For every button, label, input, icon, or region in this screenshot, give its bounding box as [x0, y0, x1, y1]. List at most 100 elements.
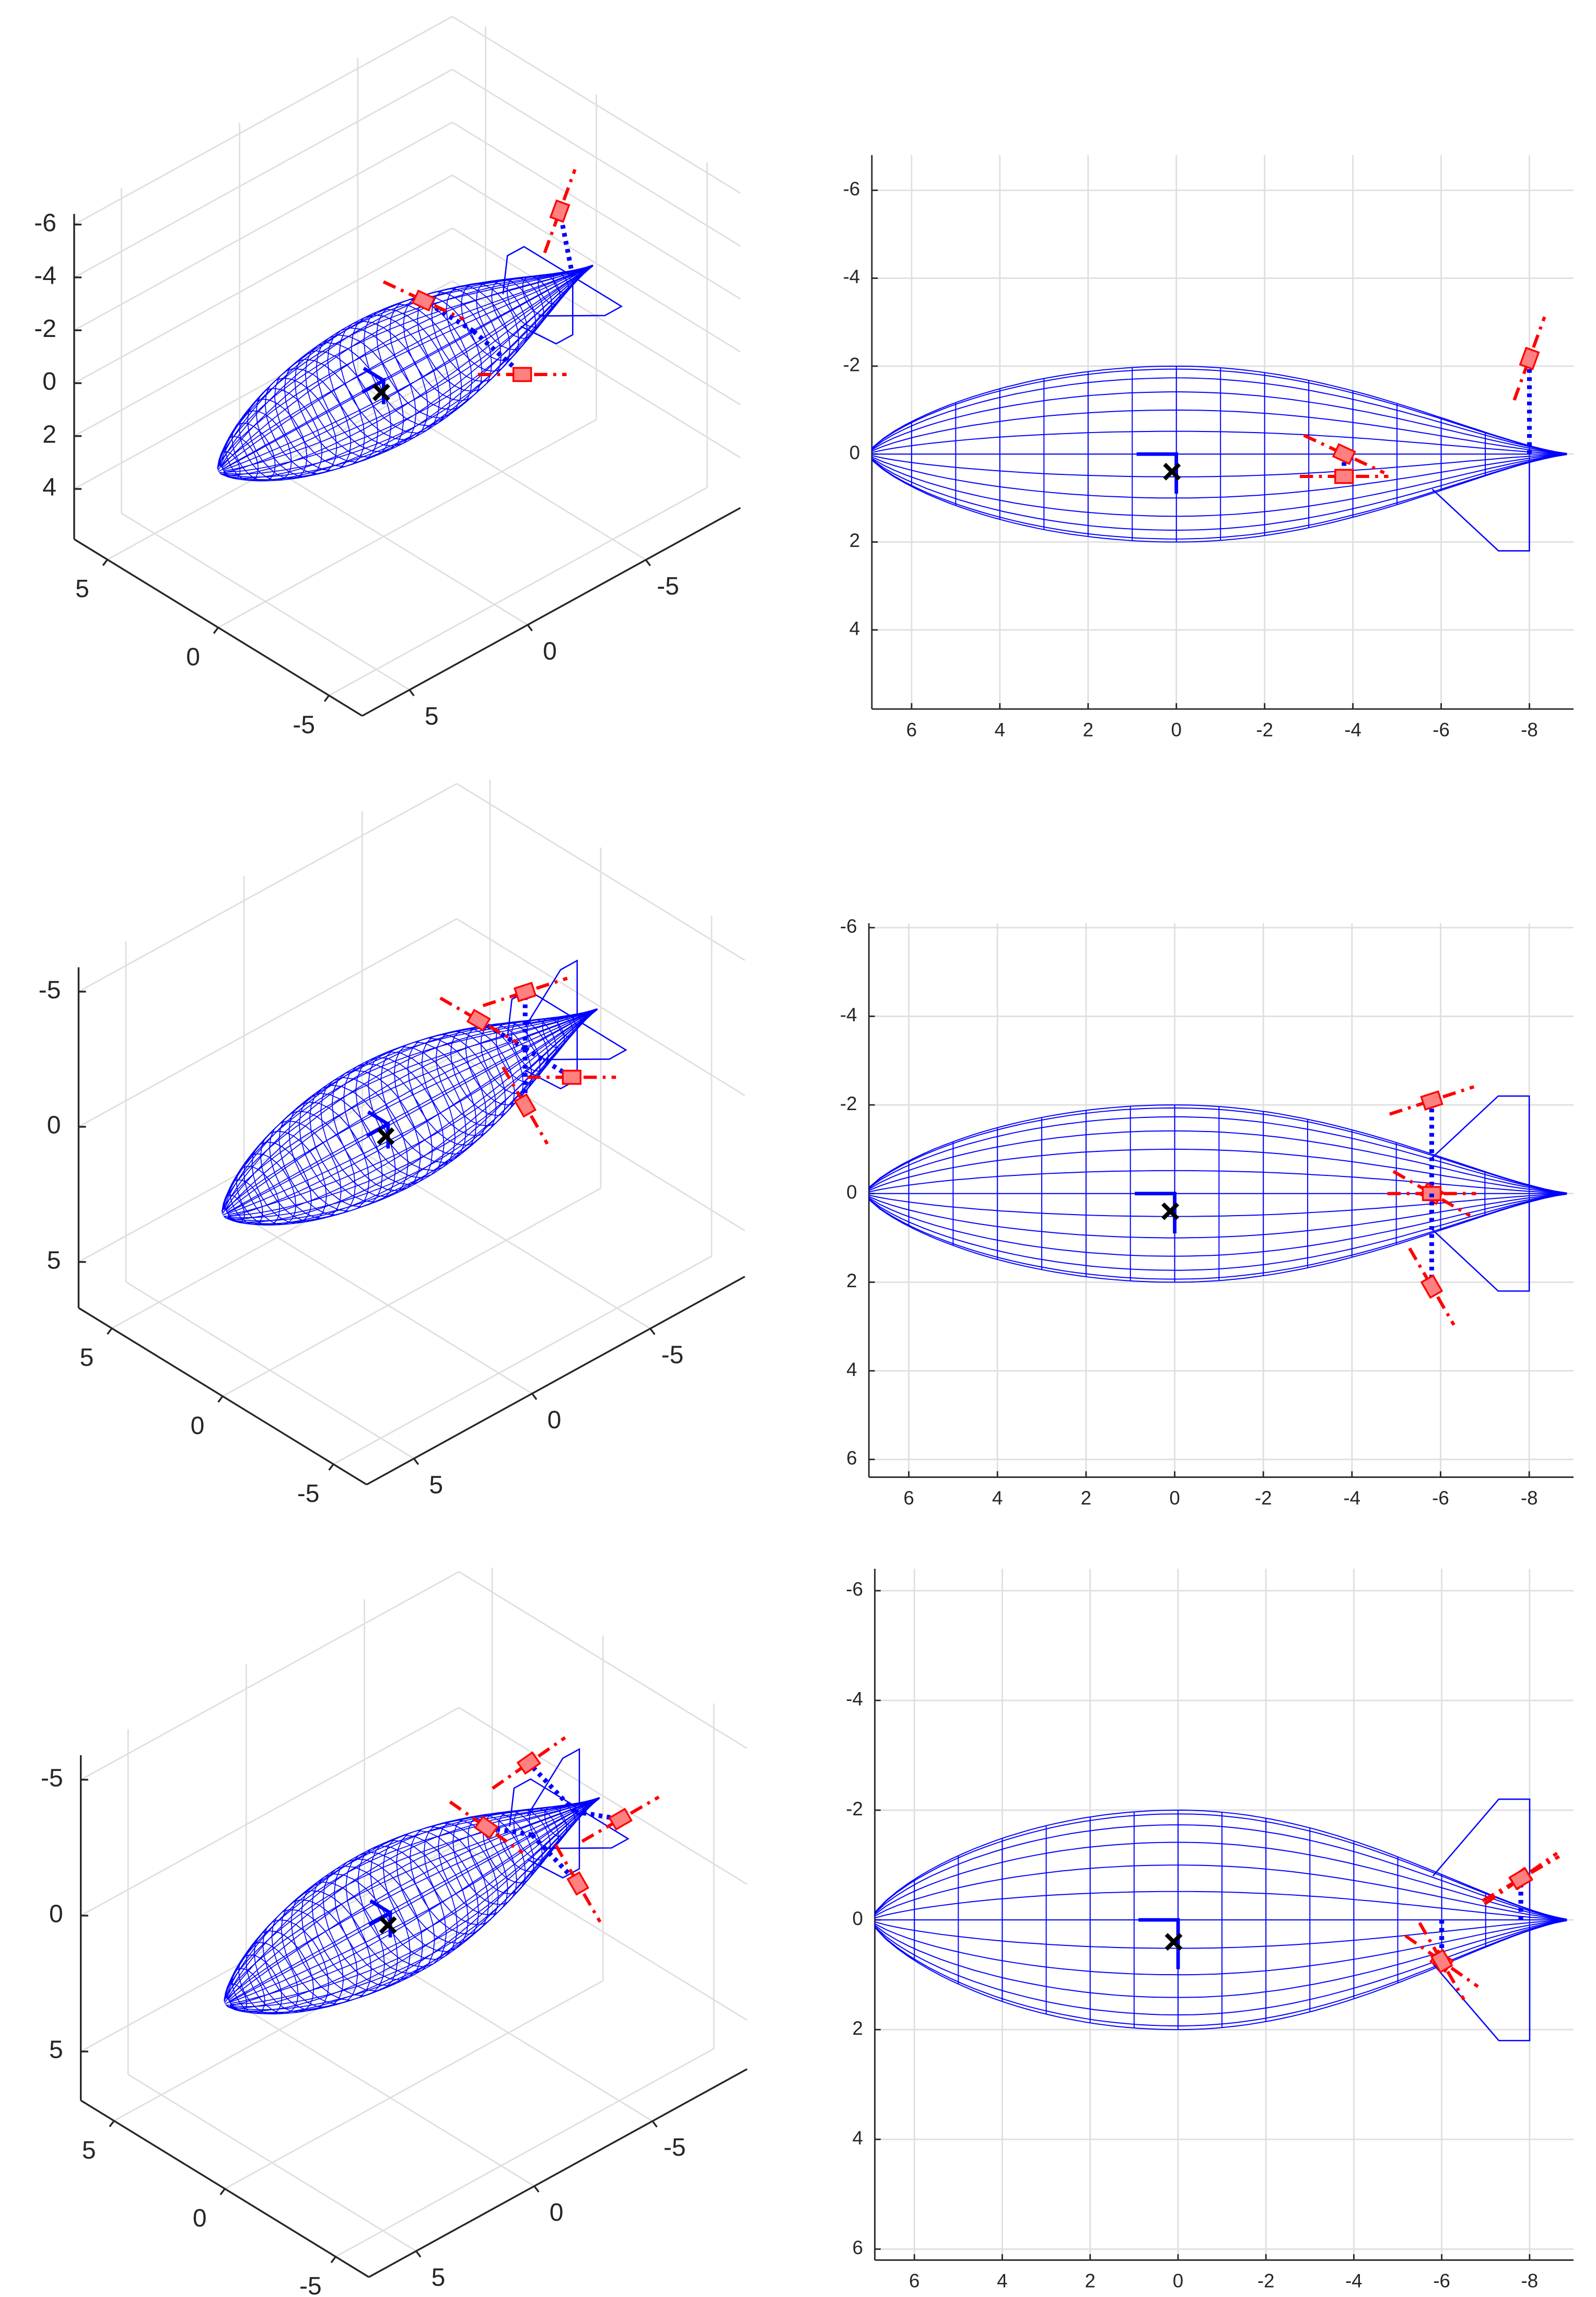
y-tick-label: -2 [840, 1093, 857, 1114]
body-frame [1136, 452, 1179, 494]
y-tick-label: -4 [843, 266, 860, 287]
hull-stringer [226, 1008, 598, 1212]
hull-stringer [229, 1798, 600, 2010]
y-tick-label: 0 [849, 442, 860, 463]
hull-stringer [871, 453, 1567, 477]
z-tick-label: -5 [41, 1764, 63, 1792]
hull-stringer [220, 264, 593, 467]
hull-stringer [228, 1009, 598, 1218]
thruster [516, 1751, 541, 1775]
x-tick [533, 2185, 540, 2193]
thruster-arm [523, 1046, 573, 1080]
y-tick-label: -6 [843, 178, 860, 200]
fin [527, 1748, 580, 1816]
x-tick-label: 0 [1169, 1487, 1180, 1509]
hull-stringer [226, 1009, 598, 1226]
x-tick [651, 2120, 658, 2128]
fin [520, 280, 574, 345]
x-tick-label: -5 [661, 1341, 684, 1369]
x-tick-label: -6 [1432, 719, 1450, 740]
y-tick-label: 2 [846, 1270, 857, 1291]
hull-stringer [227, 1008, 598, 1214]
x-tick [527, 624, 533, 632]
grid-line [458, 1843, 748, 2021]
grid-line [74, 280, 453, 490]
hull-stringer [868, 1148, 1567, 1194]
y-tick [213, 627, 219, 634]
y-axis [74, 538, 363, 717]
grid-line [80, 1843, 460, 2053]
hull-wireframe [868, 1104, 1567, 1283]
cg-marker [372, 383, 390, 402]
x-tick [415, 2251, 422, 2258]
grid-line [458, 1571, 748, 1750]
x-tick-label: 5 [425, 702, 439, 730]
y-tick-label: 0 [191, 1412, 205, 1440]
thruster [514, 1093, 537, 1118]
y-tick-label: 4 [846, 1359, 857, 1380]
fin [1431, 460, 1530, 552]
y-tick-label: 2 [852, 2018, 863, 2039]
thruster [466, 1009, 491, 1032]
y-tick [219, 2188, 226, 2196]
fin [525, 959, 578, 1028]
grid-line [80, 1571, 460, 1780]
y-tick-label: 5 [80, 1344, 94, 1372]
hull-stringer [868, 1193, 1567, 1280]
hull-stringer [223, 265, 593, 471]
y-tick-label: 6 [852, 2237, 863, 2258]
hull-stringer [227, 1797, 600, 2000]
x-tick-label: -4 [1344, 719, 1361, 740]
x-tick-label: 2 [1085, 2270, 1095, 2291]
hull-stringer [874, 1920, 1567, 2015]
x-tick-label: -2 [1255, 1487, 1272, 1509]
hull-stringer [222, 1008, 597, 1211]
hull-stringer [868, 1193, 1567, 1257]
hull-stringer [228, 1798, 600, 2015]
x-axis [366, 1276, 745, 1486]
x-tick-label: 4 [995, 719, 1005, 740]
y-tick-label: -5 [293, 710, 315, 739]
hull-stringer [222, 265, 593, 482]
grid-line [107, 351, 486, 561]
grid-line [452, 280, 741, 459]
x-tick-label: -8 [1521, 1487, 1538, 1509]
hull-wireframe [874, 1810, 1567, 2031]
hull-stringer [225, 1009, 598, 1225]
thruster-arm [530, 1833, 580, 1885]
x-tick-label: -6 [1433, 2270, 1450, 2291]
hull-stringer [228, 1009, 598, 1216]
hull-stringer [230, 1798, 600, 2005]
thruster-arm [472, 329, 524, 377]
thruster [411, 289, 436, 312]
y-tick-label: -2 [846, 1798, 863, 1820]
thruster [562, 1069, 581, 1085]
thruster [1420, 1274, 1443, 1299]
grid-line [78, 918, 457, 1128]
hull-stringer [868, 1104, 1567, 1194]
grid-line [335, 2048, 715, 2258]
hull-stringer [223, 265, 593, 475]
y-tick [102, 559, 108, 566]
y-tick-label: 0 [186, 643, 200, 671]
hull-stringer [871, 368, 1567, 454]
hull-stringer [226, 1798, 600, 2009]
hull-stringer [868, 1193, 1567, 1271]
hull-stringer [874, 1920, 1567, 2027]
thruster-arm [477, 1018, 527, 1051]
fin [538, 278, 623, 317]
fin [1432, 1928, 1531, 2042]
hull-stringer [869, 1193, 1567, 1217]
x-tick-label: 5 [432, 2264, 446, 2292]
grid-line [78, 1053, 457, 1263]
grid-line [452, 68, 741, 247]
x-tick-label: 2 [1081, 1487, 1091, 1509]
grid-line [74, 16, 453, 226]
y-tick-label: -6 [846, 1579, 863, 1600]
y-tick-label: -6 [840, 915, 857, 937]
hull-stringer [871, 454, 1567, 543]
cg-marker [1164, 1933, 1183, 1951]
grid-line [217, 418, 597, 628]
y-tick-label: 6 [846, 1447, 857, 1468]
cg-marker [1161, 1202, 1180, 1220]
